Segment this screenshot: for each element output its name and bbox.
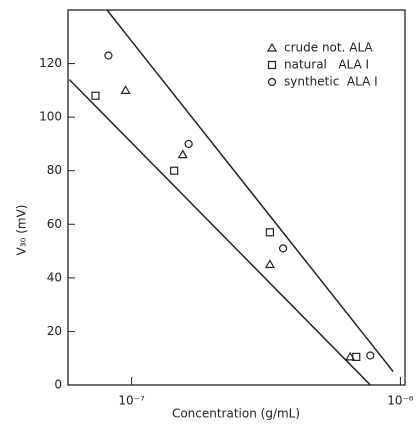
marker (278, 244, 288, 253)
legend-label: crude not. ALA (284, 41, 373, 55)
fit-line (68, 79, 371, 386)
y-tick-label: 100 (39, 110, 62, 124)
y-tick-label: 0 (54, 378, 62, 392)
x-tick-label: 10⁻⁶ (387, 394, 414, 408)
legend-label: synthetic ALA I (284, 75, 378, 89)
marker (177, 149, 188, 159)
x-axis-label: Concentration (g/mL) (172, 407, 300, 421)
marker (366, 351, 375, 360)
marker (345, 351, 356, 361)
marker (170, 166, 179, 175)
y-tick-label: 40 (47, 270, 62, 284)
marker (264, 259, 275, 269)
marker (104, 51, 113, 60)
y-tick-label: 80 (47, 163, 62, 177)
y-tick-label: 120 (39, 56, 62, 70)
legend-label: natural ALA I (284, 58, 369, 72)
plot-frame (67, 9, 406, 386)
x-tick-label: 10⁻⁷ (118, 394, 145, 408)
marker (91, 91, 100, 100)
marker (352, 352, 361, 361)
y-tick-label: 20 (47, 324, 62, 338)
y-tick-label: 60 (47, 217, 62, 231)
marker (265, 228, 275, 237)
marker (184, 139, 193, 149)
legend-marker (267, 77, 277, 87)
legend-marker (266, 42, 278, 52)
legend-marker (267, 60, 277, 70)
marker (120, 85, 131, 94)
y-axis-label: V₃₀ (mV) (15, 205, 29, 256)
fit-line (106, 9, 394, 373)
